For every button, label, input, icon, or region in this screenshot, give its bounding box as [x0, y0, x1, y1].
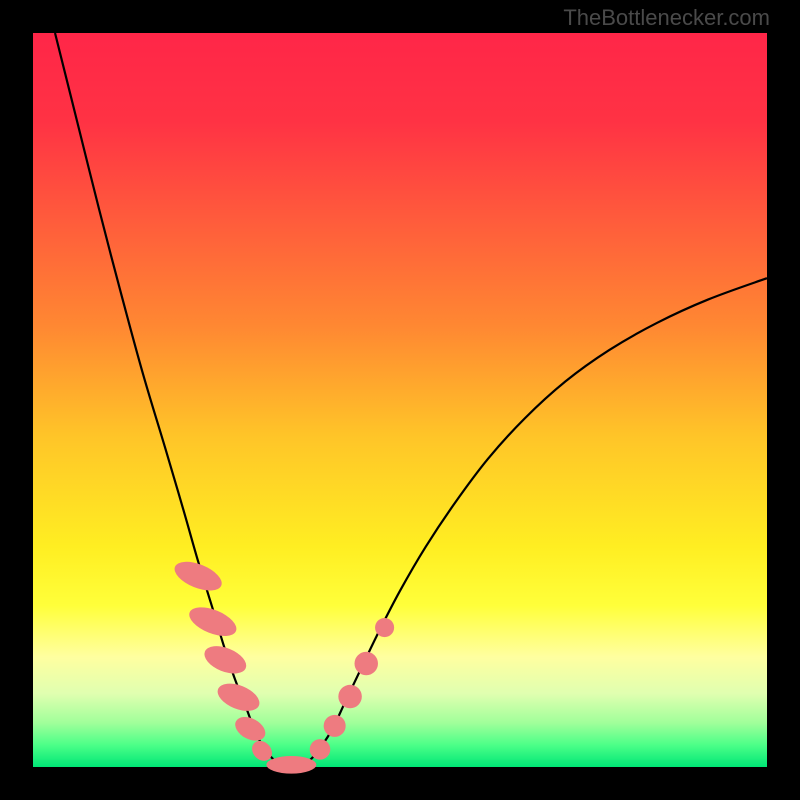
chart-plot-area: [33, 33, 767, 767]
bead: [375, 618, 394, 637]
watermark-text: TheBottlenecker.com: [563, 5, 770, 30]
bottleneck-chart: TheBottlenecker.com: [0, 0, 800, 800]
chart-svg: TheBottlenecker.com: [0, 0, 800, 800]
bead: [310, 739, 331, 760]
bead: [338, 685, 361, 708]
bead: [324, 715, 346, 737]
bead: [266, 756, 316, 774]
bead: [355, 652, 378, 675]
